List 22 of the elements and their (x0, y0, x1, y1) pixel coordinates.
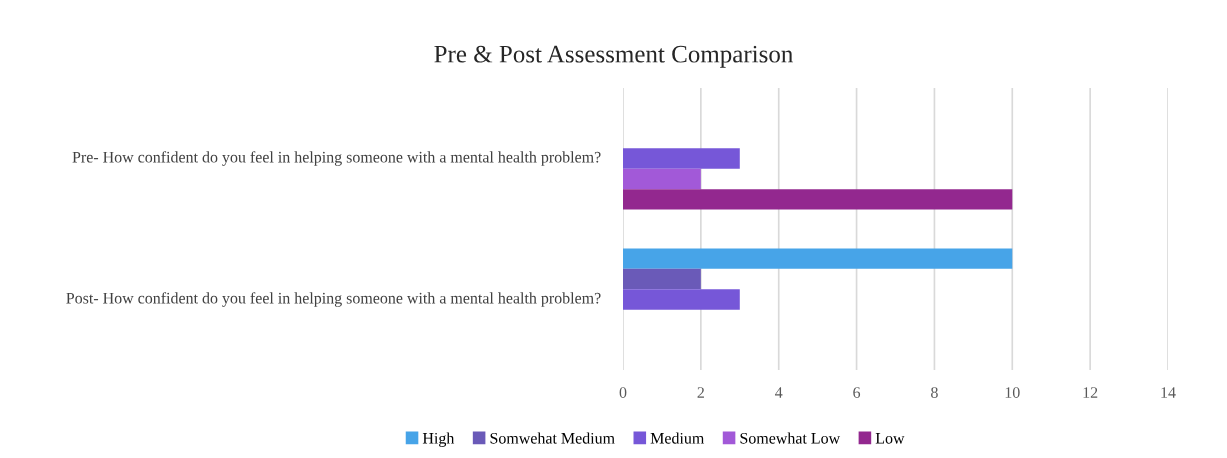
bar (623, 268, 701, 290)
x-tick-label: 4 (775, 387, 783, 398)
bar (623, 248, 1013, 269)
bar (623, 168, 701, 190)
legend-label: Somwehat Medium (490, 432, 615, 444)
x-tick-label: 8 (931, 387, 938, 398)
bar (623, 189, 1013, 210)
legend-label: High (422, 432, 455, 447)
bar (623, 289, 740, 310)
x-tick-label: 10 (1005, 387, 1020, 398)
y-tick-label: Pre- How confident do you feel in helping someone with a mental health problem? (72, 151, 601, 166)
x-tick-label: 12 (1083, 387, 1098, 398)
legend-label: Somewhat Low (740, 432, 841, 444)
legend-label: Medium (650, 432, 705, 444)
chart-title: Pre & Post Assessment Comparison (434, 45, 793, 68)
x-tick-label: 14 (1161, 387, 1176, 398)
x-tick-label: 0 (619, 387, 627, 398)
legend-label: Low (875, 433, 905, 444)
bar (623, 148, 740, 169)
x-tick-label: 2 (697, 387, 704, 398)
y-tick-label: Post- How confident do you feel in helping someone with a mental health problem? (66, 292, 601, 307)
x-tick-label: 6 (853, 387, 861, 398)
